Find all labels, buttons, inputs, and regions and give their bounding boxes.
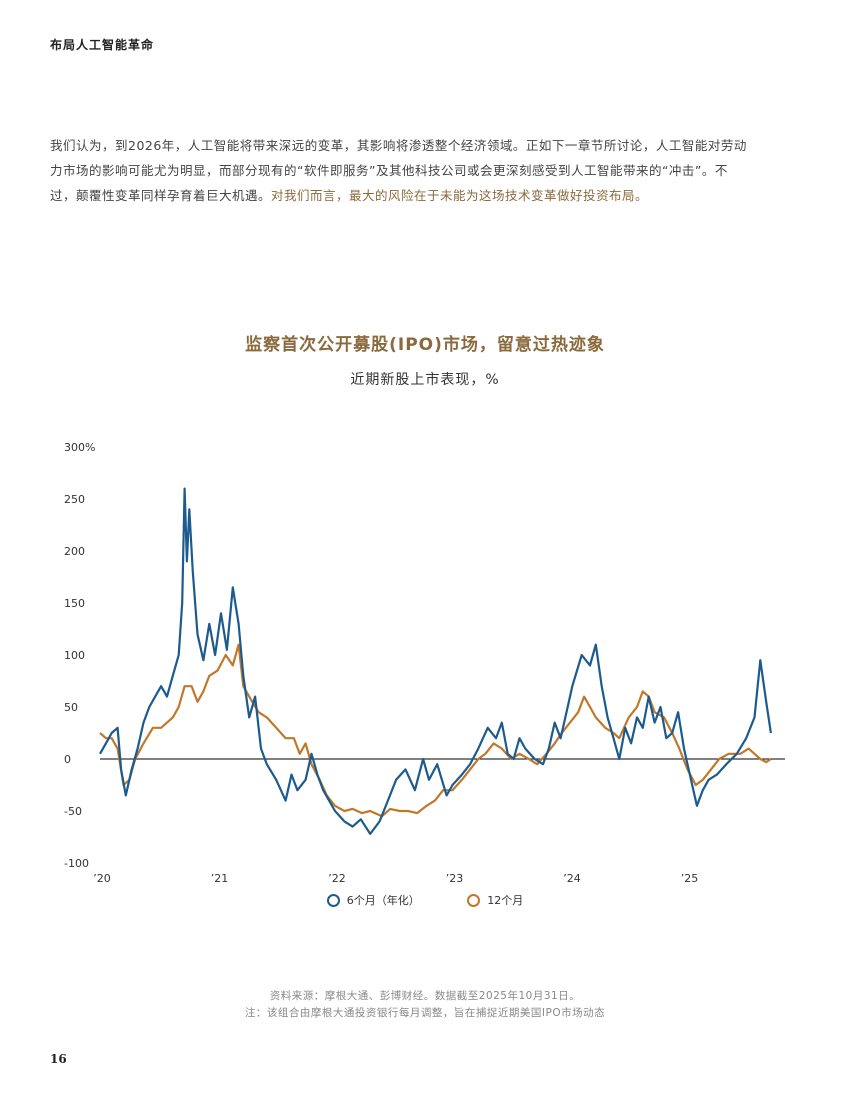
intro-highlight: 对我们而言，最大的风险在于未能为这场技术变革做好投资布局。	[271, 188, 649, 203]
y-tick-label: 50	[64, 701, 78, 714]
y-tick-label: 150	[64, 597, 85, 610]
y-axis-labels: 300% 250 200 150 100 50 0 -50 -100	[64, 441, 95, 870]
x-tick-label: ’23	[446, 872, 464, 885]
chart-subtitle: 近期新股上市表现，%	[350, 372, 500, 388]
x-tick-label: ’20	[93, 872, 111, 885]
x-tick-label: ’22	[328, 872, 346, 885]
chart-legend: 6个月（年化） 12个月	[0, 892, 850, 910]
chart-title: 监察首次公开募股(IPO)市场，留意过热迹象	[245, 335, 605, 355]
intro-text: 我们认为，到2026年，人工智能将带来深远的变革，其影响将渗透整个经济领域。正如…	[50, 138, 747, 203]
note-line: 注：该组合由摩根大通投资银行每月调整，旨在捕捉近期美国IPO市场动态	[244, 1007, 606, 1019]
series-line-six-month	[99, 487, 772, 835]
y-tick-label: -50	[64, 805, 82, 818]
legend-item-six-month: 6个月（年化）	[326, 892, 420, 908]
y-tick-label: 100	[64, 649, 85, 662]
y-tick-label: 250	[64, 493, 85, 506]
y-tick-label: 300%	[64, 441, 95, 454]
running-header: 布局人工智能革命	[50, 38, 155, 52]
y-tick-label: 0	[64, 753, 71, 766]
x-tick-label: ’21	[211, 872, 229, 885]
series-line-twelve-month	[99, 643, 772, 818]
page-number: 16	[50, 1052, 67, 1066]
source-note: 资料来源：摩根大通、彭博财经。数据截至2025年10月31日。 注：该组合由摩根…	[0, 988, 850, 1022]
legend-item-twelve-month: 12个月	[467, 892, 523, 908]
x-tick-label: ’25	[681, 872, 699, 885]
y-tick-label: 200	[64, 545, 85, 558]
legend-label-twelve-month: 12个月	[487, 894, 524, 907]
six-month-marker-icon	[326, 893, 340, 907]
intro-paragraph: 我们认为，到2026年，人工智能将带来深远的变革，其影响将渗透整个经济领域。正如…	[50, 133, 750, 208]
series-lines	[99, 487, 772, 835]
twelve-month-marker-icon	[467, 893, 481, 907]
source-line: 资料来源：摩根大通、彭博财经。数据截至2025年10月31日。	[269, 990, 581, 1002]
x-axis-labels: ’20 ’21 ’22 ’23 ’24 ’25	[93, 872, 698, 885]
y-tick-label: -100	[64, 857, 89, 870]
x-tick-label: ’24	[563, 872, 581, 885]
legend-label-six-month: 6个月（年化）	[346, 894, 420, 907]
